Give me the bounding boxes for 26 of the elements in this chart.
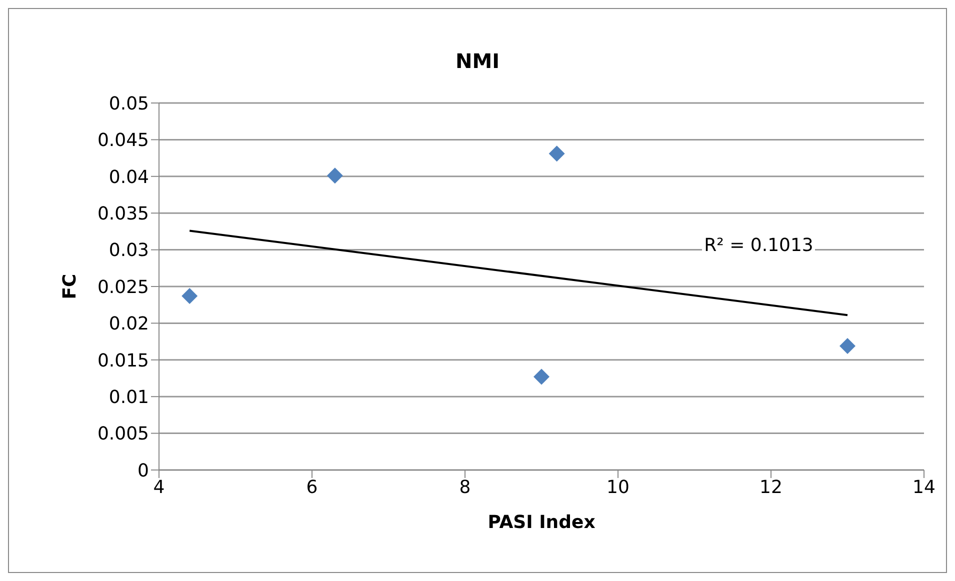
y-tick-label: 0.005	[97, 424, 149, 445]
y-tick-label: 0.035	[97, 203, 149, 224]
y-tick-label: 0.01	[108, 386, 149, 408]
x-tick-label: 14	[912, 476, 936, 498]
y-tick-label: 0.05	[108, 93, 149, 114]
y-axis-title: FC	[59, 274, 80, 300]
y-tick-label: 0.015	[97, 350, 149, 372]
x-tick-label: 10	[606, 476, 630, 498]
point	[326, 168, 343, 184]
point	[534, 368, 550, 385]
annotation: R² = 0.1013	[702, 235, 816, 256]
x-tick-label: 8	[459, 476, 471, 498]
x-tick-label: 4	[153, 476, 165, 498]
point	[548, 146, 565, 162]
y-tick-label: 0.02	[108, 314, 149, 335]
y-tick-label: 0	[138, 460, 149, 482]
point	[840, 338, 856, 354]
chart-title: NMI	[454, 49, 501, 73]
x-tick-label: 6	[306, 476, 318, 498]
y-tick-label: 0.045	[97, 130, 149, 152]
y-tick-label: 0.03	[108, 240, 149, 262]
point	[182, 288, 198, 304]
y-tick-label: 0.025	[97, 276, 149, 298]
y-tick-label: 0.04	[108, 166, 149, 188]
x-tick-label: 12	[760, 476, 782, 498]
x-axis-title: PASI Index	[488, 512, 596, 533]
